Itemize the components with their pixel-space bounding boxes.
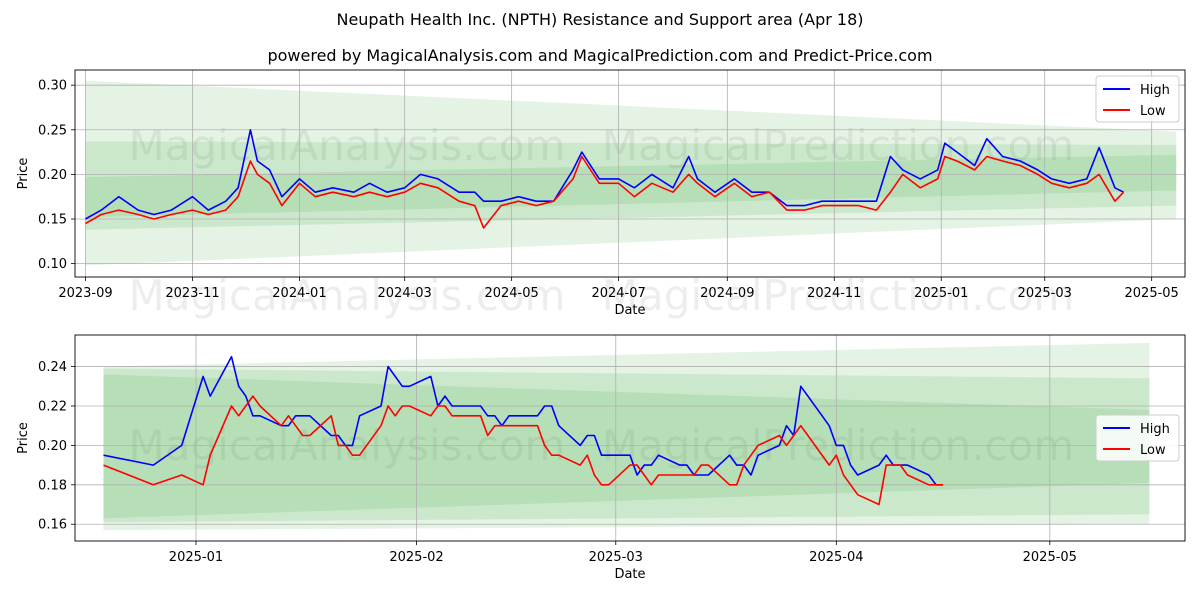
x-tick-label: 2023-09 (58, 286, 112, 301)
series-line-high (85, 129, 1124, 220)
y-tick-label: 0.16 (38, 518, 67, 533)
x-tick-label: 2023-11 (165, 286, 219, 301)
y-tick-label: 0.24 (38, 360, 67, 375)
x-tick-label: 2025-05 (1125, 286, 1179, 301)
y-tick-label: 0.20 (38, 439, 67, 454)
y-tick-label: 0.10 (38, 257, 67, 272)
x-tick-label: 2025-04 (809, 550, 863, 565)
x-tick-label: 2025-02 (389, 550, 443, 565)
legend: High Low (1095, 414, 1180, 462)
y-tick-label: 0.18 (38, 478, 67, 493)
series-line-low (103, 395, 944, 506)
watermark-text: MagicalPrediction.com (602, 271, 1075, 320)
legend-label-low: Low (1140, 443, 1166, 458)
x-tick-label: 2024-01 (272, 286, 326, 301)
x-tick-label: 2024-05 (484, 286, 538, 301)
x-tick-label: 2025-01 (914, 286, 968, 301)
x-tick-label: 2025-05 (1023, 550, 1077, 565)
x-tick-label: 2024-03 (378, 286, 432, 301)
series-line-low (85, 155, 1125, 229)
grid (75, 70, 1185, 277)
x-axis-label: Date (614, 567, 645, 582)
y-tick-label: 0.20 (38, 168, 67, 183)
x-tick-label: 2025-03 (1018, 286, 1072, 301)
y-axis-label: Price (16, 422, 31, 454)
watermark-text: MagicalAnalysis.com (129, 271, 566, 320)
y-tick-label: 0.15 (38, 213, 67, 228)
x-axis-label: Date (614, 303, 645, 318)
x-tick-label: 2024-09 (700, 286, 754, 301)
chart-title: Neupath Health Inc. (NPTH) Resistance an… (336, 10, 864, 29)
x-tick-label: 2025-03 (589, 550, 643, 565)
watermark-text: MagicalPrediction.com (602, 121, 1075, 170)
y-axis-label: Price (16, 158, 31, 190)
x-tick-label: 2025-01 (169, 550, 223, 565)
support-resistance-band-1 (103, 342, 1150, 531)
legend-label-low: Low (1140, 104, 1166, 119)
support-resistance-band-3 (103, 374, 1150, 519)
x-tick-label: 2024-11 (807, 286, 861, 301)
plot-frame (74, 334, 1186, 542)
plot-frame (74, 69, 1186, 278)
y-tick-label: 0.25 (38, 123, 67, 138)
chart-subtitle: powered by MagicalAnalysis.com and Magic… (267, 46, 933, 65)
legend: High Low (1095, 75, 1180, 123)
series-line-high (103, 355, 944, 486)
y-tick-label: 0.30 (38, 79, 67, 94)
watermark-text: MagicalAnalysis.com (129, 121, 566, 170)
legend-label-high: High (1140, 422, 1170, 437)
x-tick-label: 2024-07 (591, 286, 645, 301)
y-tick-label: 0.22 (38, 399, 67, 414)
legend-label-high: High (1140, 83, 1170, 98)
